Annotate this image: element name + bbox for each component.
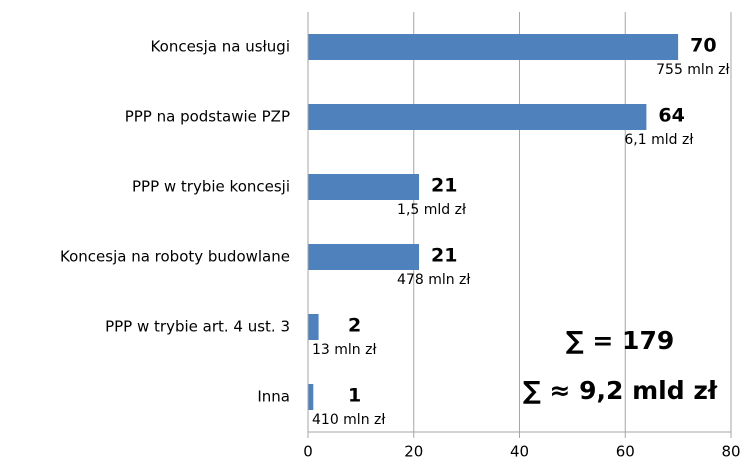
value-label: 21 (431, 175, 457, 197)
x-tick-label: 0 (303, 443, 313, 461)
category-label: Inna (257, 388, 290, 406)
category-label: Koncesja na roboty budowlane (60, 248, 290, 266)
category-label: PPP na podstawie PZP (125, 108, 290, 126)
x-tick-label: 20 (404, 443, 423, 461)
category-label: Koncesja na usługi (151, 38, 290, 56)
bar (308, 314, 319, 340)
x-tick-label: 60 (616, 443, 635, 461)
x-tick-label: 80 (721, 443, 740, 461)
amount-label: 6,1 mld zł (624, 132, 693, 148)
bar (308, 244, 420, 270)
value-label: 2 (348, 315, 361, 337)
amount-label: 478 mln zł (397, 272, 470, 288)
amount-label: 13 mln zł (312, 342, 376, 358)
bar (308, 174, 420, 200)
bar (308, 104, 647, 130)
category-label: PPP w trybie koncesji (132, 178, 290, 196)
value-label: 1 (348, 385, 361, 407)
value-label: 64 (658, 105, 684, 127)
x-tick-label: 40 (510, 443, 529, 461)
amount-label: 755 mln zł (656, 62, 729, 78)
value-label: 70 (690, 35, 716, 57)
bar (308, 384, 314, 410)
annotation: ∑ = 179 (566, 326, 674, 355)
value-label: 21 (431, 245, 457, 267)
category-label: PPP w trybie art. 4 ust. 3 (105, 318, 290, 336)
amount-label: 1,5 mld zł (397, 202, 466, 218)
bar (308, 34, 679, 60)
amount-label: 410 mln zł (312, 412, 385, 428)
annotation: ∑ ≈ 9,2 mld zł (523, 376, 718, 405)
